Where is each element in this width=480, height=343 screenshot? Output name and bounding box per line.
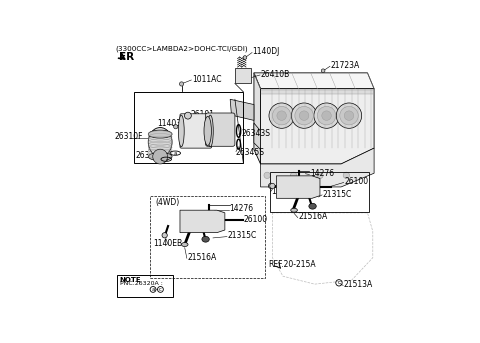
Text: 1140EB: 1140EB [153,239,182,248]
Circle shape [243,56,247,59]
Bar [134,92,243,163]
Circle shape [317,172,323,178]
Ellipse shape [309,203,316,209]
Polygon shape [276,176,320,198]
Text: a: a [151,287,155,292]
Circle shape [322,111,331,120]
Text: c: c [159,287,162,292]
Circle shape [343,172,349,178]
Circle shape [270,183,275,189]
Bar [148,134,172,156]
Circle shape [174,125,178,129]
Ellipse shape [207,115,213,147]
Text: 11403A: 11403A [157,119,187,128]
Text: 26410B: 26410B [261,70,290,79]
Circle shape [184,112,192,119]
Text: 26343S: 26343S [241,129,270,138]
Ellipse shape [181,243,188,247]
Ellipse shape [179,115,184,147]
Text: 26101: 26101 [191,110,215,119]
Circle shape [300,111,309,120]
Text: 26100: 26100 [243,215,267,224]
Circle shape [314,103,339,128]
Ellipse shape [148,153,172,161]
Polygon shape [261,89,374,164]
Text: 21315C: 21315C [228,231,257,240]
Polygon shape [254,123,261,150]
Ellipse shape [148,128,172,156]
Text: 1140EB: 1140EB [271,187,300,196]
Ellipse shape [291,208,298,212]
Circle shape [264,172,270,178]
Text: a: a [174,151,177,156]
Text: NOTE: NOTE [120,277,142,283]
Text: 26345S: 26345S [236,147,265,157]
FancyBboxPatch shape [205,113,235,146]
Ellipse shape [202,236,209,242]
Text: PNC.26320A :: PNC.26320A : [120,281,163,286]
Circle shape [340,106,358,125]
Text: 21315C: 21315C [323,190,352,199]
Polygon shape [261,148,374,187]
Circle shape [269,103,294,128]
Circle shape [336,103,362,128]
Circle shape [153,149,168,164]
Polygon shape [180,210,225,233]
Bar [270,173,369,212]
Circle shape [162,233,168,238]
Circle shape [291,103,317,128]
Circle shape [290,172,297,178]
Text: 14276: 14276 [229,204,253,213]
Text: -: - [156,286,158,293]
Circle shape [321,69,325,73]
Circle shape [317,106,336,125]
Circle shape [295,106,313,125]
Text: REF.20-215A: REF.20-215A [268,260,316,269]
Ellipse shape [204,116,211,145]
Circle shape [268,183,274,189]
Text: 21516A: 21516A [187,253,216,262]
Polygon shape [254,73,374,89]
Text: b: b [165,157,168,162]
Text: (4WD): (4WD) [155,198,179,206]
Bar [150,196,265,277]
Text: 1140DJ: 1140DJ [252,47,280,56]
Circle shape [277,111,287,120]
Polygon shape [230,99,254,120]
Text: (3300CC>LAMBDA2>DOHC-TCI/GDI): (3300CC>LAMBDA2>DOHC-TCI/GDI) [115,45,248,52]
Text: 26351D: 26351D [136,151,166,160]
Ellipse shape [148,130,172,138]
Polygon shape [254,73,261,164]
Text: 26100: 26100 [344,177,368,186]
Text: 21516A: 21516A [298,212,327,221]
Circle shape [273,106,291,125]
Text: 1011AC: 1011AC [192,75,221,84]
FancyBboxPatch shape [180,114,212,148]
Text: FR: FR [119,52,134,62]
Circle shape [344,111,354,120]
Text: 21723A: 21723A [331,61,360,70]
Text: 21513A: 21513A [344,280,373,289]
Polygon shape [235,68,252,83]
Circle shape [180,82,184,86]
Text: c: c [337,280,340,285]
Text: 14276: 14276 [310,169,334,178]
Text: 26310F: 26310F [114,132,143,141]
